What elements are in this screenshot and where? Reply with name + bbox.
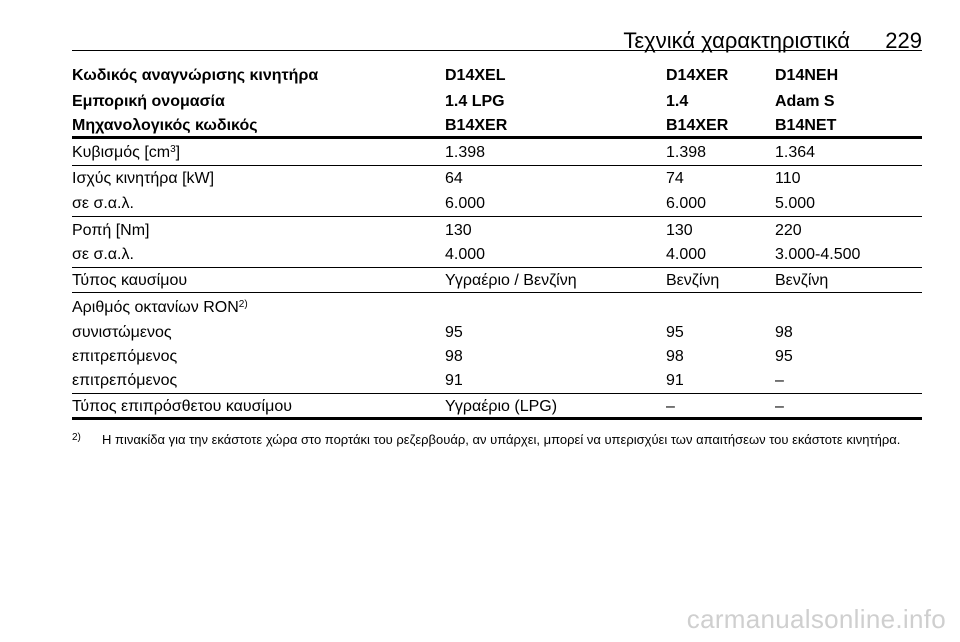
cell-value: 1.4 LPG xyxy=(445,93,505,110)
cell-value: 91 xyxy=(666,372,684,389)
table-row-torque: Ροπή [Nm] 130 130 220 xyxy=(72,220,922,242)
row-label: επιτρεπόμενος xyxy=(72,372,178,389)
cell-value: B14NET xyxy=(775,117,837,134)
table-row-mechanical-code: Μηχανολογικός κωδικός B14XER B14XER B14N… xyxy=(72,115,922,137)
cell-value: D14NEH xyxy=(775,67,839,84)
cell-value: Βενζίνη xyxy=(666,272,720,289)
cell-value: 95 xyxy=(666,324,684,341)
cell-value: – xyxy=(775,372,784,389)
cell-value: 1.4 xyxy=(666,93,689,110)
row-label: Ισχύς κινητήρα [kW] xyxy=(72,170,215,187)
cell-value: 130 xyxy=(445,222,472,239)
row-label: επιτρεπόμενος xyxy=(72,348,178,365)
row-divider xyxy=(72,165,922,166)
page-number: 229 xyxy=(885,28,922,53)
cell-value: 1.398 xyxy=(445,144,486,161)
cell-value: 4.000 xyxy=(445,246,486,263)
watermark: carmanualsonline.info xyxy=(686,604,946,634)
table-row-power: Ισχύς κινητήρα [kW] 64 74 110 xyxy=(72,168,922,190)
footnote-marker: 2) xyxy=(72,432,81,443)
table-row-engine-id: Κωδικός αναγνώρισης κινητήρα D14XEL D14X… xyxy=(72,65,922,87)
row-label: Κυβισμός [cm3] xyxy=(72,144,181,161)
cell-value: 110 xyxy=(775,170,801,187)
cell-value: 130 xyxy=(666,222,693,239)
table-head-rule xyxy=(72,136,922,139)
page-header: Τεχνικά χαρακτηριστικά 229 xyxy=(72,22,922,53)
row-label: συνιστώμενος xyxy=(72,324,172,341)
row-label: Τύπος καυσίμου xyxy=(72,272,188,289)
table-row-power-rpm: σε σ.α.λ. 6.000 6.000 5.000 xyxy=(72,193,922,215)
superscript: 3 xyxy=(170,144,176,155)
row-label: Αριθμός οκτανίων RON2) xyxy=(72,299,248,316)
cell-value: 98 xyxy=(775,324,793,341)
footnote-text: Η πινακίδα για την εκάστοτε χώρα στο πορ… xyxy=(102,432,901,447)
table-row-permitted: επιτρεπόμενος 91 91 – xyxy=(72,370,922,392)
cell-value: 91 xyxy=(445,372,463,389)
row-label: σε σ.α.λ. xyxy=(72,246,134,263)
cell-value: 4.000 xyxy=(666,246,707,263)
header-rule xyxy=(72,50,922,51)
cell-value: – xyxy=(775,398,784,415)
table-row-permitted: επιτρεπόμενος 98 98 95 xyxy=(72,346,922,368)
row-divider xyxy=(72,393,922,394)
cell-value: 6.000 xyxy=(445,195,486,212)
cell-value: 95 xyxy=(775,348,793,365)
cell-value: B14XER xyxy=(445,117,508,134)
cell-value: 1.364 xyxy=(775,144,816,161)
cell-value: 5.000 xyxy=(775,195,816,212)
row-label: σε σ.α.λ. xyxy=(72,195,134,212)
table-row-torque-rpm: σε σ.α.λ. 4.000 4.000 3.000-4.500 xyxy=(72,244,922,266)
cell-value: B14XER xyxy=(666,117,729,134)
table-row-recommended: συνιστώμενος 95 95 98 xyxy=(72,322,922,344)
cell-value: – xyxy=(666,398,675,415)
cell-value: D14XEL xyxy=(445,67,506,84)
cell-value: D14XER xyxy=(666,67,729,84)
cell-value: 1.398 xyxy=(666,144,707,161)
row-label: Κωδικός αναγνώρισης κινητήρα xyxy=(72,67,319,84)
cell-value: 74 xyxy=(666,170,684,187)
table-row-fuel-type: Τύπος καυσίμου Υγραέριο / Βενζίνη Βενζίν… xyxy=(72,270,922,292)
table-row-trade-name: Εμπορική ονομασία 1.4 LPG 1.4 Adam S xyxy=(72,91,922,113)
row-divider xyxy=(72,267,922,268)
row-label: Μηχανολογικός κωδικός xyxy=(72,117,258,134)
table-row-octane: Αριθμός οκτανίων RON2) xyxy=(72,297,922,319)
row-label: Εμπορική ονομασία xyxy=(72,93,225,110)
row-divider xyxy=(72,292,922,293)
cell-value: 98 xyxy=(445,348,463,365)
cell-value: Βενζίνη xyxy=(775,272,829,289)
row-divider xyxy=(72,216,922,217)
cell-value: Υγραέριο / Βενζίνη xyxy=(445,272,577,289)
table-row-extra-fuel: Τύπος επιπρόσθετου καυσίμου Υγραέριο (LP… xyxy=(72,396,922,418)
cell-value: 6.000 xyxy=(666,195,707,212)
cell-value: 64 xyxy=(445,170,463,187)
cell-value: 95 xyxy=(445,324,463,341)
table-bottom-rule xyxy=(72,417,922,420)
cell-value: 220 xyxy=(775,222,802,239)
footnote-ref: 2) xyxy=(238,299,248,310)
cell-value: 98 xyxy=(666,348,684,365)
page-title: Τεχνικά χαρακτηριστικά xyxy=(623,28,850,53)
table-row-displacement: Κυβισμός [cm3] 1.398 1.398 1.364 xyxy=(72,142,922,164)
row-label: Τύπος επιπρόσθετου καυσίμου xyxy=(72,398,292,415)
row-label: Ροπή [Nm] xyxy=(72,222,150,239)
cell-value: 3.000-4.500 xyxy=(775,246,861,263)
cell-value: Υγραέριο (LPG) xyxy=(445,398,558,415)
cell-value: Adam S xyxy=(775,93,835,110)
